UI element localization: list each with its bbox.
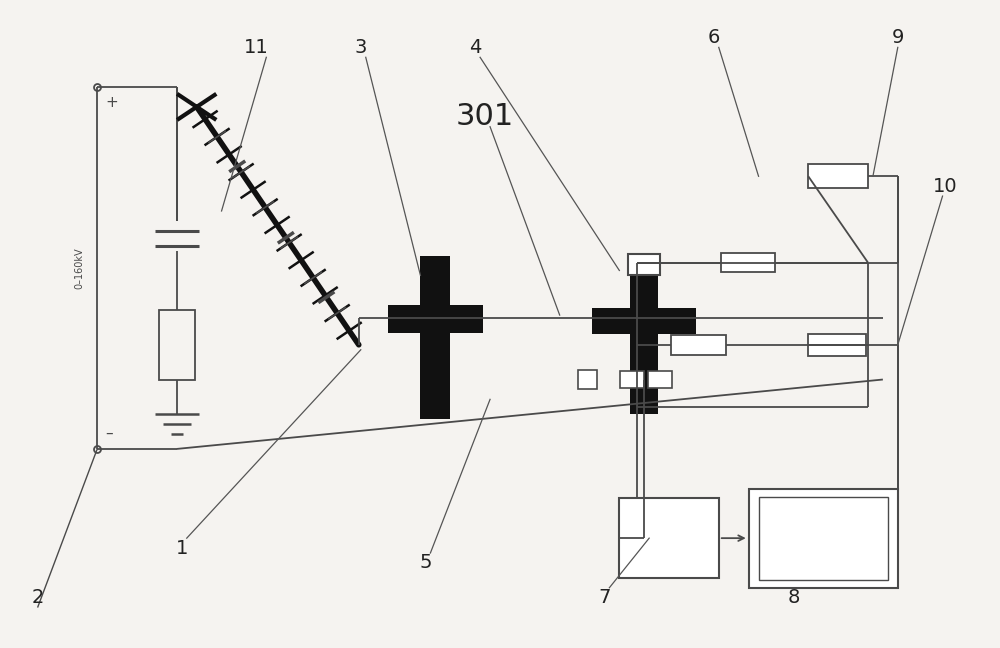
Text: 1: 1: [176, 538, 188, 557]
Bar: [759, 496, 888, 580]
Text: 10: 10: [933, 177, 958, 196]
Bar: [620, 371, 644, 388]
Text: 2: 2: [31, 588, 44, 607]
Text: 9: 9: [892, 28, 904, 47]
Text: –: –: [105, 426, 113, 441]
Bar: [159, 310, 195, 380]
Text: 7: 7: [598, 588, 611, 607]
Bar: [648, 371, 672, 388]
Bar: [388, 305, 483, 333]
Bar: [420, 255, 450, 419]
Bar: [592, 308, 696, 334]
Bar: [808, 334, 866, 356]
Bar: [630, 266, 658, 414]
Text: 11: 11: [244, 38, 269, 57]
Bar: [619, 498, 719, 578]
Text: 4: 4: [469, 38, 481, 57]
Text: 5: 5: [419, 553, 432, 572]
Text: 301: 301: [456, 102, 514, 132]
Text: 8: 8: [787, 588, 800, 607]
Bar: [749, 489, 898, 588]
Text: 3: 3: [355, 38, 367, 57]
Text: 6: 6: [708, 28, 720, 47]
Text: 0–160kV: 0–160kV: [74, 247, 84, 289]
Bar: [671, 335, 726, 354]
Bar: [628, 253, 660, 275]
Text: +: +: [105, 95, 118, 110]
Bar: [578, 369, 597, 389]
Bar: [808, 165, 868, 188]
Bar: [721, 253, 775, 272]
